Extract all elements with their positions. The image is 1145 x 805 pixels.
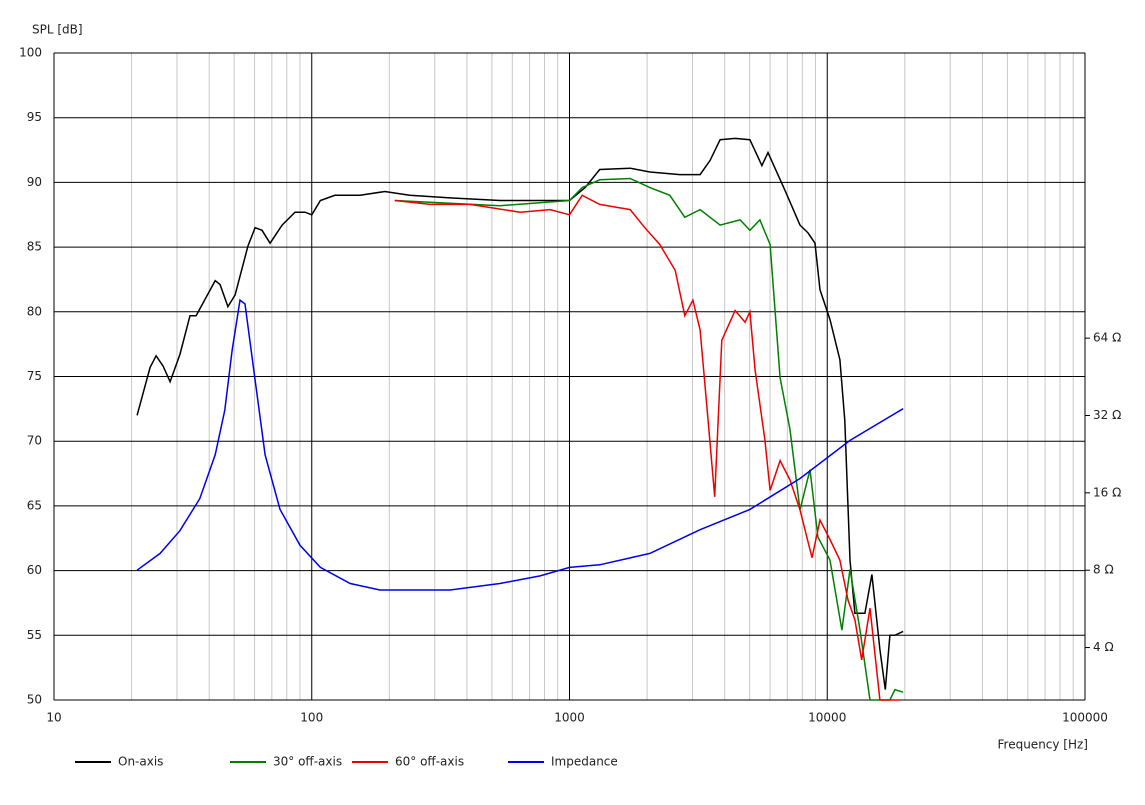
x-tick-label: 100000 [1062, 711, 1108, 725]
series-line [394, 194, 900, 701]
plot-marks [136, 137, 904, 701]
legend-label: 30° off-axis [273, 755, 342, 769]
x-tick-label: 1000 [554, 711, 585, 725]
y-axis-label: SPL [dB] [32, 23, 83, 37]
y-tick-label: 90 [27, 175, 42, 189]
y-tick-label: 70 [27, 434, 42, 448]
x-tick-label: 10 [46, 711, 61, 725]
y-tick-label: 50 [27, 693, 42, 707]
legend-label: Impedance [551, 755, 618, 769]
y-tick-label: 55 [27, 628, 42, 642]
series-line [136, 137, 904, 690]
y-tick-label: 95 [27, 110, 42, 124]
y-tick-label: 65 [27, 498, 42, 512]
legend-label: On-axis [118, 755, 163, 769]
grid [53, 52, 1086, 701]
y-tick-label: 60 [27, 563, 42, 577]
y-tick-label: 80 [27, 304, 42, 318]
x-axis-label: Frequency [Hz] [998, 738, 1089, 752]
y2-tick-label: 8 Ω [1093, 563, 1114, 577]
y2-tick-label: 4 Ω [1093, 640, 1114, 654]
x-tick-label: 10000 [808, 711, 846, 725]
y2-tick-label: 16 Ω [1093, 485, 1121, 499]
x-tick-label: 100 [300, 711, 323, 725]
y-tick-label: 85 [27, 240, 42, 254]
legend-label: 60° off-axis [395, 755, 464, 769]
series-line [136, 298, 904, 591]
y2-tick-label: 32 Ω [1093, 408, 1121, 422]
series-line [394, 177, 904, 701]
y-tick-label: 75 [27, 369, 42, 383]
y2-tick-label: 64 Ω [1093, 331, 1121, 345]
y-tick-label: 100 [19, 46, 42, 60]
